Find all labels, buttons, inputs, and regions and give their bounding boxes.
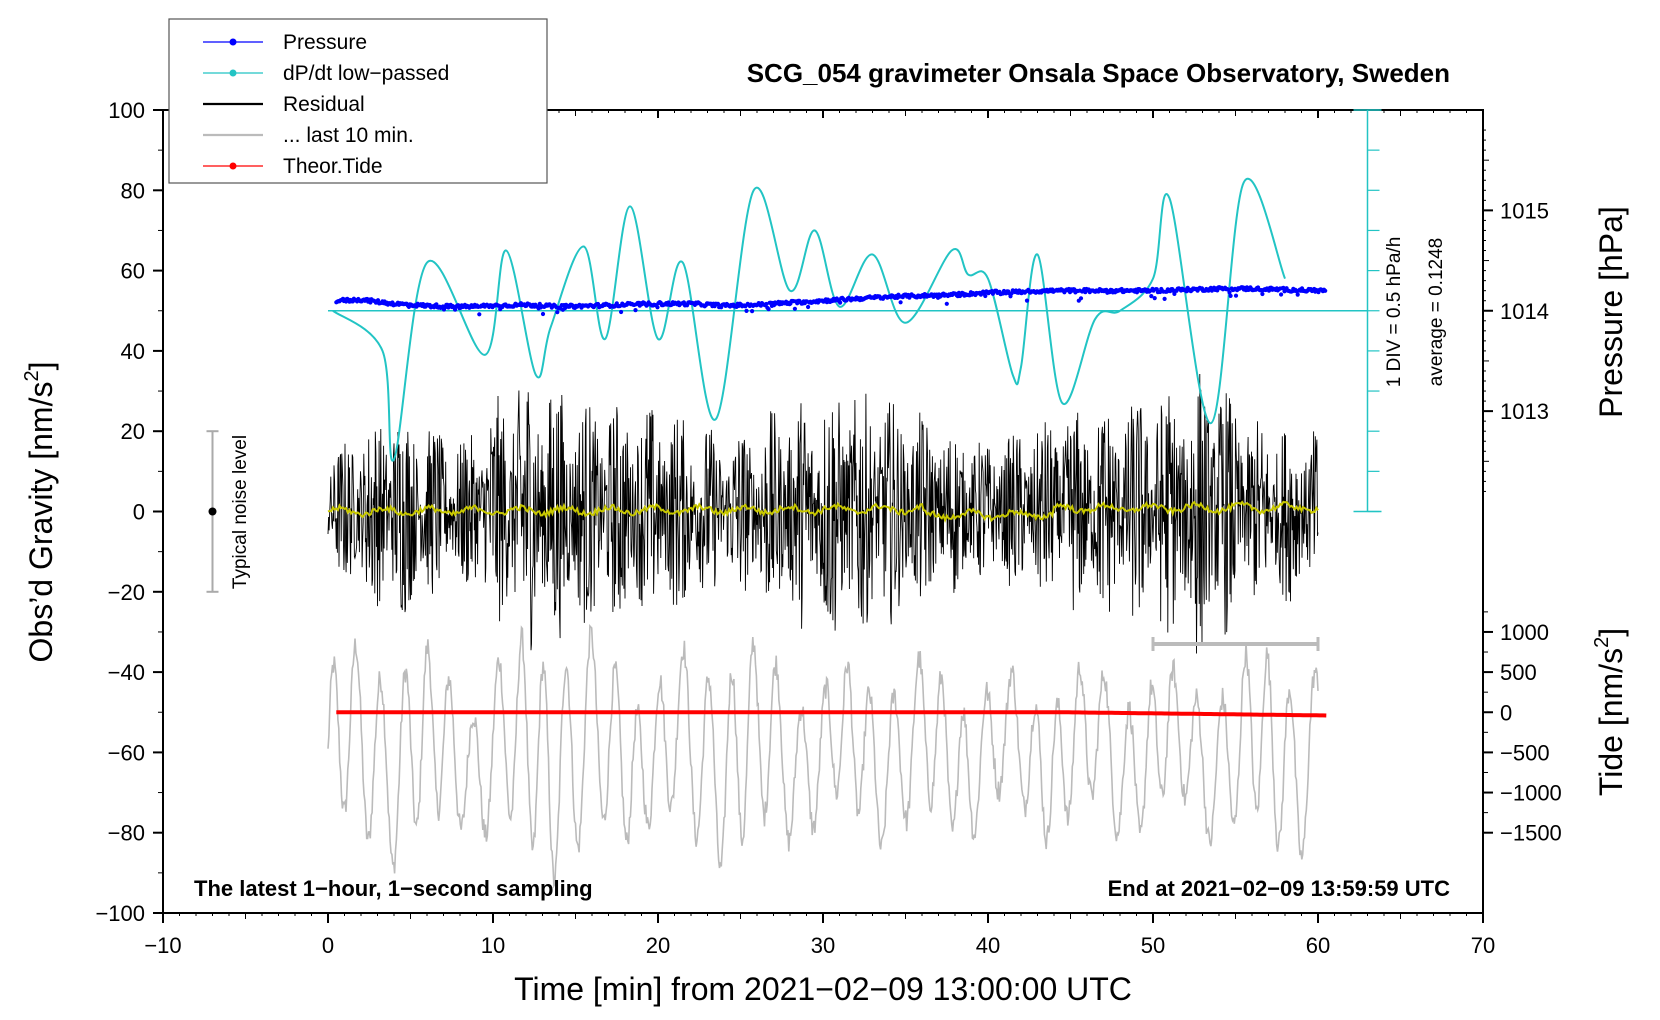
legend-items: Pressure dP/dt low−passed Residual ... last… <box>203 31 449 178</box>
pressure-point <box>764 301 769 307</box>
pressure-point <box>1078 296 1084 301</box>
tide-tick-label: −1500 <box>1500 821 1562 846</box>
residual-line <box>327 373 1319 654</box>
y-tick-label: −80 <box>108 821 145 846</box>
pressure-point <box>375 298 381 303</box>
pressure-point <box>619 309 624 315</box>
pressure-points <box>334 285 1328 317</box>
div-annotation: 1 DIV = 0.5 hPa/h <box>1384 237 1405 388</box>
y-tick-label: 20 <box>121 419 145 444</box>
pressure-point <box>655 305 660 310</box>
legend-label: ... last 10 min. <box>283 124 414 147</box>
pressure-point <box>983 293 988 299</box>
pressure-tick-label: 1015 <box>1500 198 1549 223</box>
x-tick-label: 20 <box>646 933 670 958</box>
tide-line <box>336 710 1327 718</box>
y-tick-label: 40 <box>121 339 145 364</box>
x-tick-label: 10 <box>481 933 505 958</box>
y-tick-label: 0 <box>133 500 145 525</box>
x-tick-label: 50 <box>1141 933 1165 958</box>
pressure-point <box>944 301 949 306</box>
tick-layer: −10 0 10 20 30 40 50 60 70−100−80−60−40−20020406… <box>95 98 1561 958</box>
pressure-point <box>633 308 638 313</box>
y-axis-title-gravity: Obs’d Gravity [nm/s2] <box>21 362 59 663</box>
x-tick-label: 60 <box>1306 933 1330 958</box>
pressure-point <box>1260 291 1265 297</box>
pressure-point <box>1172 291 1177 296</box>
residual-smoothed-line <box>327 500 1319 523</box>
noise-level-label: Typical noise level <box>230 435 251 589</box>
x-tick-label: 40 <box>976 933 1000 958</box>
legend-swatch-marker <box>229 69 237 77</box>
tide-tick-label: 1000 <box>1500 620 1549 645</box>
y-tick-label: −100 <box>95 901 145 926</box>
tide-tick-label: −1000 <box>1500 781 1562 806</box>
tide-tick-label: 500 <box>1500 660 1537 685</box>
annotation-layer <box>206 109 1382 651</box>
pressure-point <box>555 310 560 315</box>
average-annotation: average = 0.1248 <box>1426 238 1447 386</box>
pressure-point <box>1227 290 1232 295</box>
tide-tick-label: −500 <box>1500 740 1550 765</box>
x-tick-label: 70 <box>1471 933 1495 958</box>
tide-tick-label: 0 <box>1500 700 1512 725</box>
pressure-point <box>540 311 546 317</box>
pressure-tick-label: 1013 <box>1500 399 1549 424</box>
pressure-point <box>1162 296 1167 301</box>
legend: Pressure dP/dt low−passed Residual ... last… <box>168 18 548 184</box>
y-tick-label: −40 <box>108 660 145 685</box>
pressure-tick-label: 1014 <box>1500 299 1549 324</box>
pressure-point <box>744 308 749 313</box>
x-tick-label: 0 <box>322 933 334 958</box>
noise-level-center <box>208 507 217 516</box>
dpdt-line <box>332 177 1286 462</box>
pressure-point <box>1233 293 1239 298</box>
pressure-point <box>1152 296 1157 301</box>
legend-label: dP/dt low−passed <box>283 62 449 85</box>
pressure-point <box>1228 293 1233 298</box>
pressure-point <box>1279 292 1284 297</box>
x-tick-label: 30 <box>811 933 835 958</box>
y-tick-label: −60 <box>108 740 145 765</box>
pressure-point <box>1024 298 1030 303</box>
footer-left-note: The latest 1−hour, 1−second sampling <box>194 876 593 901</box>
legend-label: Pressure <box>283 31 367 54</box>
legend-label: Theor.Tide <box>283 155 383 178</box>
pressure-point <box>1295 292 1300 297</box>
legend-swatch-marker <box>229 38 237 46</box>
legend-label: Residual <box>283 93 365 116</box>
y-tick-label: −20 <box>108 580 145 605</box>
pressure-point <box>477 312 482 317</box>
pressure-point <box>1323 288 1328 293</box>
pressure-point <box>806 304 811 310</box>
legend-box <box>168 18 548 184</box>
y-axis-title-pressure: Pressure [hPa] <box>1593 206 1629 418</box>
x-tick-label: −10 <box>144 933 181 958</box>
pressure-point <box>750 309 755 314</box>
pressure-point <box>1149 294 1154 299</box>
data-layer <box>327 177 1368 889</box>
y-tick-label: 80 <box>121 178 145 203</box>
x-axis-title: Time [min] from 2021−02−09 13:00:00 UTC <box>514 971 1132 1007</box>
pressure-point <box>898 300 903 305</box>
pressure-point <box>838 300 843 305</box>
pressure-point <box>1134 290 1140 295</box>
last-10-min-line <box>327 623 1319 889</box>
chart-title: SCG_054 gravimeter Onsala Space Observat… <box>747 58 1450 88</box>
pressure-point <box>766 307 771 312</box>
y-tick-label: 100 <box>108 98 145 123</box>
pressure-point <box>792 306 798 311</box>
footer-right-note: End at 2021−02−09 13:59:59 UTC <box>1108 876 1451 901</box>
legend-swatch-marker <box>229 162 237 170</box>
y-tick-label: 60 <box>121 259 145 284</box>
y-axis-title-tide: Tide [nm/s2] <box>1591 628 1629 796</box>
